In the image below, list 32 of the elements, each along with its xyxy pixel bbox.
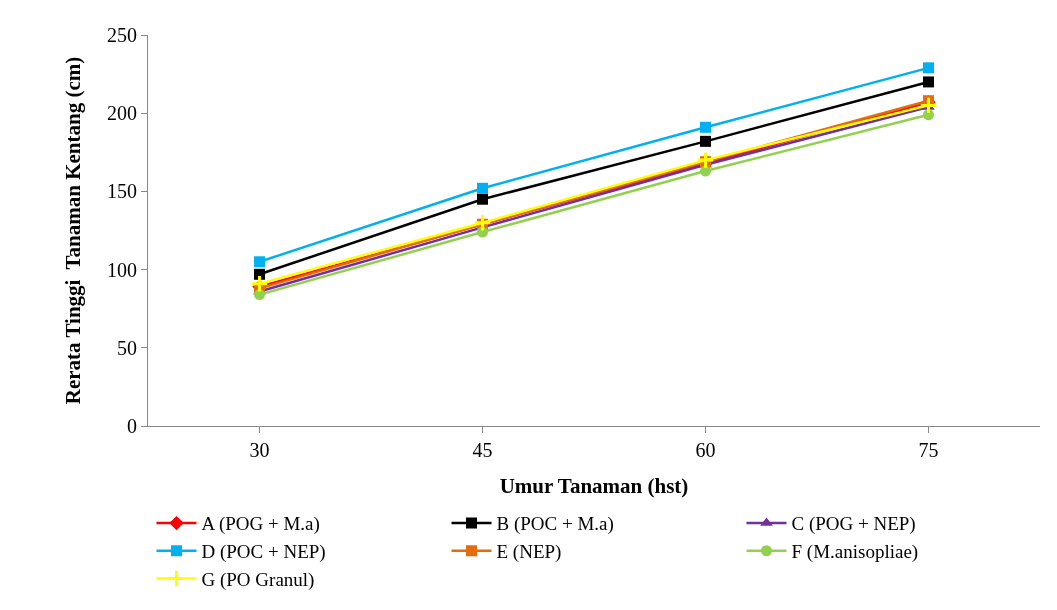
point xyxy=(700,121,711,133)
point xyxy=(254,256,265,268)
legend-label: A (POG + M.a) xyxy=(201,513,320,536)
legend-label: F (M.anisopliae) xyxy=(791,541,919,564)
y-tick-label: 100 xyxy=(107,258,137,281)
point xyxy=(700,135,711,147)
point xyxy=(923,76,934,88)
y-tick-label: 150 xyxy=(107,180,137,203)
x-tick-label: 30 xyxy=(249,439,270,461)
y-axis-title: Rerata Tinggi Tanaman Kentang (cm) xyxy=(61,56,86,405)
legend-label: D (POC + NEP) xyxy=(201,541,326,564)
y-tick-label: 0 xyxy=(127,415,137,437)
y-tick-label: 200 xyxy=(107,102,137,125)
point xyxy=(477,182,488,194)
point xyxy=(250,274,269,293)
y-tick-label: 250 xyxy=(107,24,137,46)
x-tick-label: 60 xyxy=(695,439,716,461)
y-tick-label: 50 xyxy=(117,336,137,359)
x-tick-label: 45 xyxy=(472,439,493,461)
legend-label: C (POG + NEP) xyxy=(791,513,916,536)
x-tick-label: 75 xyxy=(918,439,939,461)
legend-label: G (PO Granul) xyxy=(201,568,315,591)
legend-label: B (POC + M.a) xyxy=(496,513,614,536)
point xyxy=(696,150,715,170)
legend-label: E (NEP) xyxy=(496,541,562,564)
point xyxy=(473,213,492,232)
point xyxy=(254,268,265,280)
x-axis-title: Umur Tanaman (hst) xyxy=(499,474,689,499)
point xyxy=(923,62,934,74)
point xyxy=(477,193,488,205)
point xyxy=(700,165,711,177)
point xyxy=(254,289,265,301)
